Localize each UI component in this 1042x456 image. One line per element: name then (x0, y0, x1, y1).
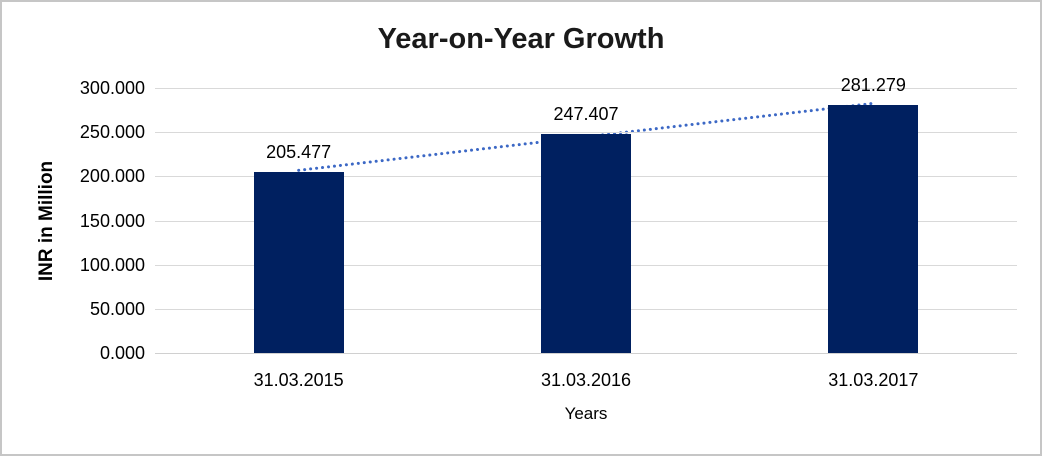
x-tick-label: 31.03.2016 (540, 370, 632, 390)
y-tick-label: 200.000 (79, 166, 145, 187)
bar-value-label: 281.279 (840, 74, 906, 95)
bar-31.03.2015[interactable] (253, 171, 344, 353)
x-tick-label: 31.03.2017 (828, 370, 919, 390)
bar-31.03.2017[interactable] (828, 104, 919, 353)
gridline (155, 88, 1017, 89)
gridline (155, 132, 1017, 134)
y-tick-label: 50.000 (89, 298, 145, 319)
y-tick-label: 250.000 (79, 122, 145, 143)
x-tick-label: 31.03.2015 (253, 370, 344, 390)
chart-title: Year-on-Year Growth (377, 23, 665, 55)
bar-31.03.2016[interactable] (541, 134, 631, 353)
plot-area: 205.477 247.407 281.279 (155, 75, 1017, 354)
gridline (155, 353, 1017, 354)
x-axis-title: Years (564, 404, 608, 423)
bar-value-label: 205.477 (266, 141, 332, 162)
bar-value-label: 247.407 (553, 104, 619, 125)
y-tick-label: 0.000 (99, 343, 145, 363)
x-axis-tick-labels: 31.03.2015 31.03.2016 31.03.2017 (155, 370, 1017, 390)
y-tick-label: 100.000 (79, 254, 145, 275)
y-tick-label: 150.000 (79, 210, 145, 231)
y-tick-label: 300.000 (79, 78, 145, 98)
y-axis-tick-labels: 0.000 50.000 100.000 150.000 200.000 250.000 3… (2, 78, 145, 363)
